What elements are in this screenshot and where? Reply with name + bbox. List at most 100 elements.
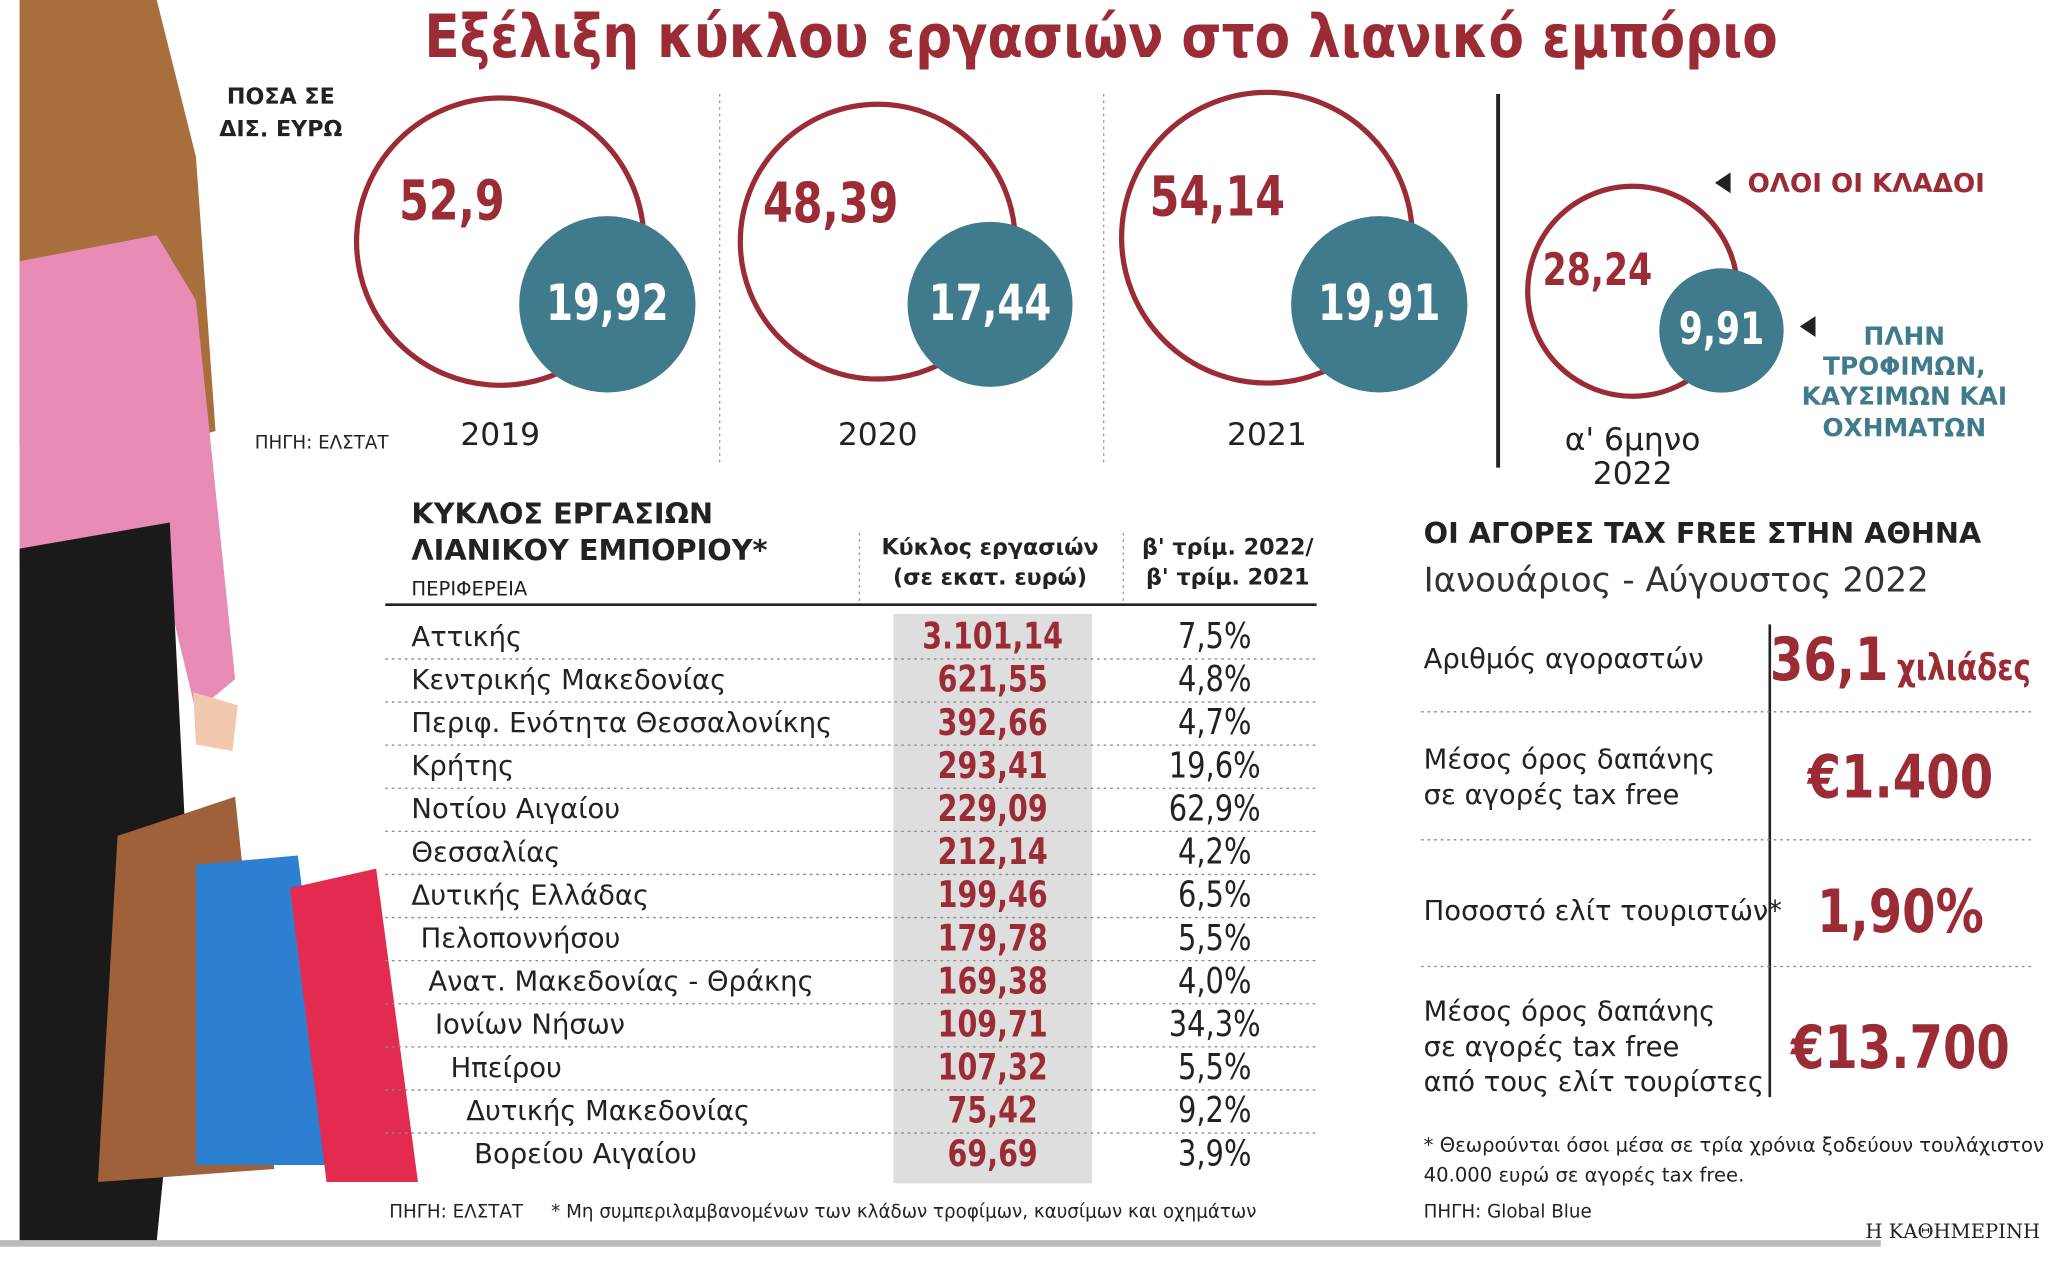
- change: 62,9%: [1168, 789, 1261, 830]
- change: 4,8%: [1177, 659, 1252, 701]
- category-label: α' 6μηνο 2022: [1564, 421, 1701, 493]
- change: 7,5%: [1177, 616, 1252, 658]
- region: Βορείου Αιγαίου: [474, 1138, 697, 1170]
- change: 5,5%: [1177, 1047, 1252, 1089]
- source: ΠΗΓΗ: ΕΛΣΤΑΤ: [254, 432, 389, 454]
- bag: [289, 868, 418, 1183]
- metric-value: 36,1 χιλιάδες: [1769, 623, 2031, 695]
- change: 9,2%: [1177, 1090, 1252, 1132]
- metric-label: Μέσος όρος δαπάνης: [1423, 743, 1716, 775]
- metric-value: 1,90%: [1817, 876, 1984, 947]
- column-header: (σε εκατ. ευρώ): [893, 565, 1088, 592]
- value-label: 28,24: [1542, 245, 1652, 298]
- column-band: [893, 613, 1092, 1184]
- turnover: 179,78: [937, 916, 1048, 960]
- category-label: 2019: [460, 416, 541, 453]
- bubble: [1659, 268, 1784, 393]
- shirt: [19, 235, 236, 712]
- turnover: 107,32: [937, 1045, 1048, 1089]
- column-header: β' τρίμ. 2021: [1146, 565, 1310, 592]
- note: * Θεωρούνται όσοι μέσα σε τρία χρόνια ξο…: [1423, 1133, 2044, 1157]
- region: Δυτικής Ελλάδας: [411, 879, 650, 911]
- column-header: β' τρίμ. 2022/: [1141, 535, 1314, 562]
- value-label: 9,91: [1678, 303, 1765, 356]
- section-title: ΟΙ ΑΓΟΡΕΣ TAX FREE ΣΤΗΝ ΑΘΗΝΑ: [1423, 518, 1982, 552]
- change: 4,0%: [1177, 961, 1252, 1002]
- metric-text: 36,1: [1769, 623, 1889, 695]
- metric-text: 1,90%: [1817, 876, 1984, 947]
- change: 5,5%: [1177, 918, 1252, 959]
- region: Αττικής: [411, 620, 523, 653]
- change: 4,2%: [1177, 832, 1252, 873]
- note: * Μη συμπεριλαμβανομένων των κλάδων τροφ…: [551, 1202, 1257, 1223]
- turnover: 212,14: [937, 830, 1048, 874]
- source: ΠΗΓΗ: ΕΛΣΤΑΤ: [389, 1202, 524, 1223]
- bubble: [1291, 216, 1468, 393]
- legend-arrow: [1714, 172, 1731, 194]
- metric-label: σε αγορές tax free: [1423, 1031, 1680, 1063]
- metric-label: Μέσος όρος δαπάνης: [1423, 995, 1716, 1028]
- region: Πελοποννήσου: [420, 922, 621, 955]
- turnover: 392,66: [937, 700, 1048, 744]
- metric-value: €13.700: [1791, 1014, 2010, 1080]
- illustration: [19, 0, 418, 1241]
- value-label: 52,9: [398, 168, 505, 233]
- region: Κρήτης: [411, 750, 515, 782]
- legend-label: ΟΛΟΙ ΟΙ ΚΛΑΔΟΙ: [1747, 167, 1985, 199]
- region: Ανατ. Μακεδονίας - Θράκης: [428, 965, 814, 998]
- value-label: 48,39: [763, 170, 899, 235]
- change: 3,9%: [1177, 1133, 1252, 1175]
- metric-text: €1.400: [1807, 741, 1994, 813]
- value-label: 19,91: [1318, 274, 1441, 332]
- region: Ιονίων Νήσων: [434, 1008, 625, 1041]
- metric-text: €13.700: [1790, 1011, 2010, 1083]
- change: 4,7%: [1177, 702, 1252, 744]
- category-label: 2021: [1227, 416, 1307, 453]
- turnover: 75,42: [947, 1088, 1038, 1132]
- region: Κεντρικής Μακεδονίας: [411, 664, 727, 696]
- change: 19,6%: [1168, 745, 1261, 787]
- publisher: Η ΚΑΘΗΜΕΡΙΝΗ: [1865, 1219, 2041, 1244]
- units-label: ΠΟΣΑ ΣΕ: [226, 84, 335, 111]
- table-title: ΚΥΚΛΟΣ ΕΡΓΑΣΙΩΝ: [411, 498, 714, 532]
- metric-text: χιλιάδες: [1896, 646, 2031, 690]
- region: Θεσσαλίας: [411, 836, 561, 868]
- turnover: 109,71: [937, 1002, 1048, 1046]
- turnover: 293,41: [937, 743, 1048, 788]
- region: Ηπείρου: [450, 1052, 562, 1084]
- region: Περιφ. Ενότητα Θεσσαλονίκης: [411, 707, 833, 739]
- metric-value: €1.400: [1808, 744, 1993, 810]
- region: Δυτικής Μακεδονίας: [466, 1095, 751, 1127]
- turnover: 199,46: [937, 873, 1048, 917]
- metric-label: σε αγορές tax free: [1423, 778, 1680, 810]
- column-header: Κύκλος εργασιών: [881, 535, 1099, 562]
- category-label: 2020: [837, 416, 918, 453]
- table-title: ΛΙΑΝΙΚΟΥ ΕΜΠΟΡΙΟΥ*: [411, 535, 768, 569]
- value-label: 19,92: [546, 274, 669, 332]
- turnover: 69,69: [947, 1131, 1038, 1175]
- turnover: 229,09: [937, 787, 1048, 831]
- metric-label: Ποσοστό ελίτ τουριστών*: [1423, 895, 1782, 927]
- metric-label: Αριθμός αγοραστών: [1423, 643, 1704, 675]
- metric-label: από τους ελίτ τουρίστες: [1423, 1066, 1764, 1098]
- value-label: 54,14: [1149, 164, 1286, 229]
- note: 40.000 ευρώ σε αγορές tax free.: [1423, 1163, 1745, 1187]
- value-label: 17,44: [928, 274, 1052, 332]
- section-subtitle: Ιανουάριος - Αύγουστος 2022: [1423, 561, 1929, 601]
- turnover: 169,38: [937, 959, 1048, 1003]
- legend-label: ΠΛΗΝ ΤΡΟΦΙΜΩΝ, ΚΑΥΣΙΜΩΝ ΚΑΙ ΟΧΗΜΑΤΩΝ: [1801, 322, 2008, 442]
- table-subtitle: ΠΕΡΙΦΕΡΕΙΑ: [411, 576, 528, 601]
- region: Νοτίου Αιγαίου: [411, 793, 621, 825]
- hand: [193, 692, 238, 752]
- legend-arrow: [1799, 316, 1816, 337]
- title: Εξέλιξη κύκλου εργασιών στο λιανικό εμπό…: [424, 0, 1778, 72]
- change: 6,5%: [1177, 875, 1252, 916]
- bubble: [907, 221, 1073, 387]
- bubble: [519, 216, 696, 393]
- turnover: 621,55: [937, 657, 1048, 701]
- source: ΠΗΓΗ: Global Blue: [1423, 1202, 1592, 1223]
- change: 34,3%: [1168, 1004, 1261, 1046]
